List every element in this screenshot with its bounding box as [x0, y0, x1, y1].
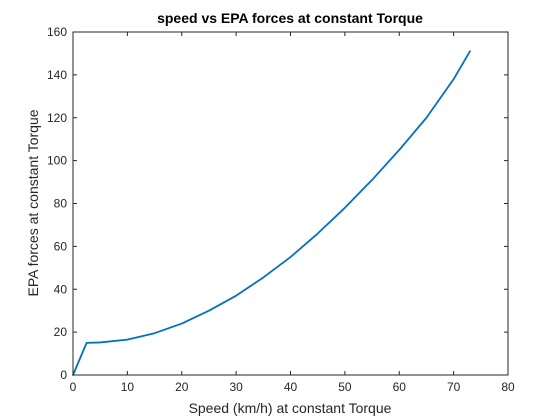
chart-title: speed vs EPA forces at constant Torque [157, 10, 423, 26]
y-tick-label: 120 [47, 111, 67, 125]
x-tick-label: 30 [229, 380, 243, 394]
x-tick-label: 0 [70, 380, 77, 394]
y-tick-label: 60 [54, 239, 68, 253]
y-tick-label: 140 [47, 68, 67, 82]
y-tick-label: 20 [54, 325, 68, 339]
x-tick-label: 70 [447, 380, 461, 394]
x-axis-label: Speed (km/h) at constant Torque [189, 400, 392, 416]
y-tick-label: 80 [54, 197, 68, 211]
series-line-0 [72, 50, 471, 376]
x-tick-label: 10 [121, 380, 135, 394]
y-tick-label: 160 [47, 25, 67, 39]
x-tick-label: 60 [393, 380, 407, 394]
series-layer [72, 50, 471, 376]
y-tick-label: 100 [47, 154, 67, 168]
plot-area [73, 32, 508, 375]
x-tick-label: 20 [175, 380, 189, 394]
x-tick-label: 50 [338, 380, 352, 394]
x-tick-label: 40 [284, 380, 298, 394]
y-tick-label: 0 [60, 368, 67, 382]
axis-ticks: 0 10 20 30 40 50 60 70 80 0 20 40 60 80 100 120 140 160 [47, 25, 515, 394]
axes-box [72, 31, 509, 376]
x-tick-label: 80 [501, 380, 515, 394]
y-tick-label: 40 [54, 282, 68, 296]
y-axis-label: EPA forces at constant Torque [25, 109, 41, 296]
